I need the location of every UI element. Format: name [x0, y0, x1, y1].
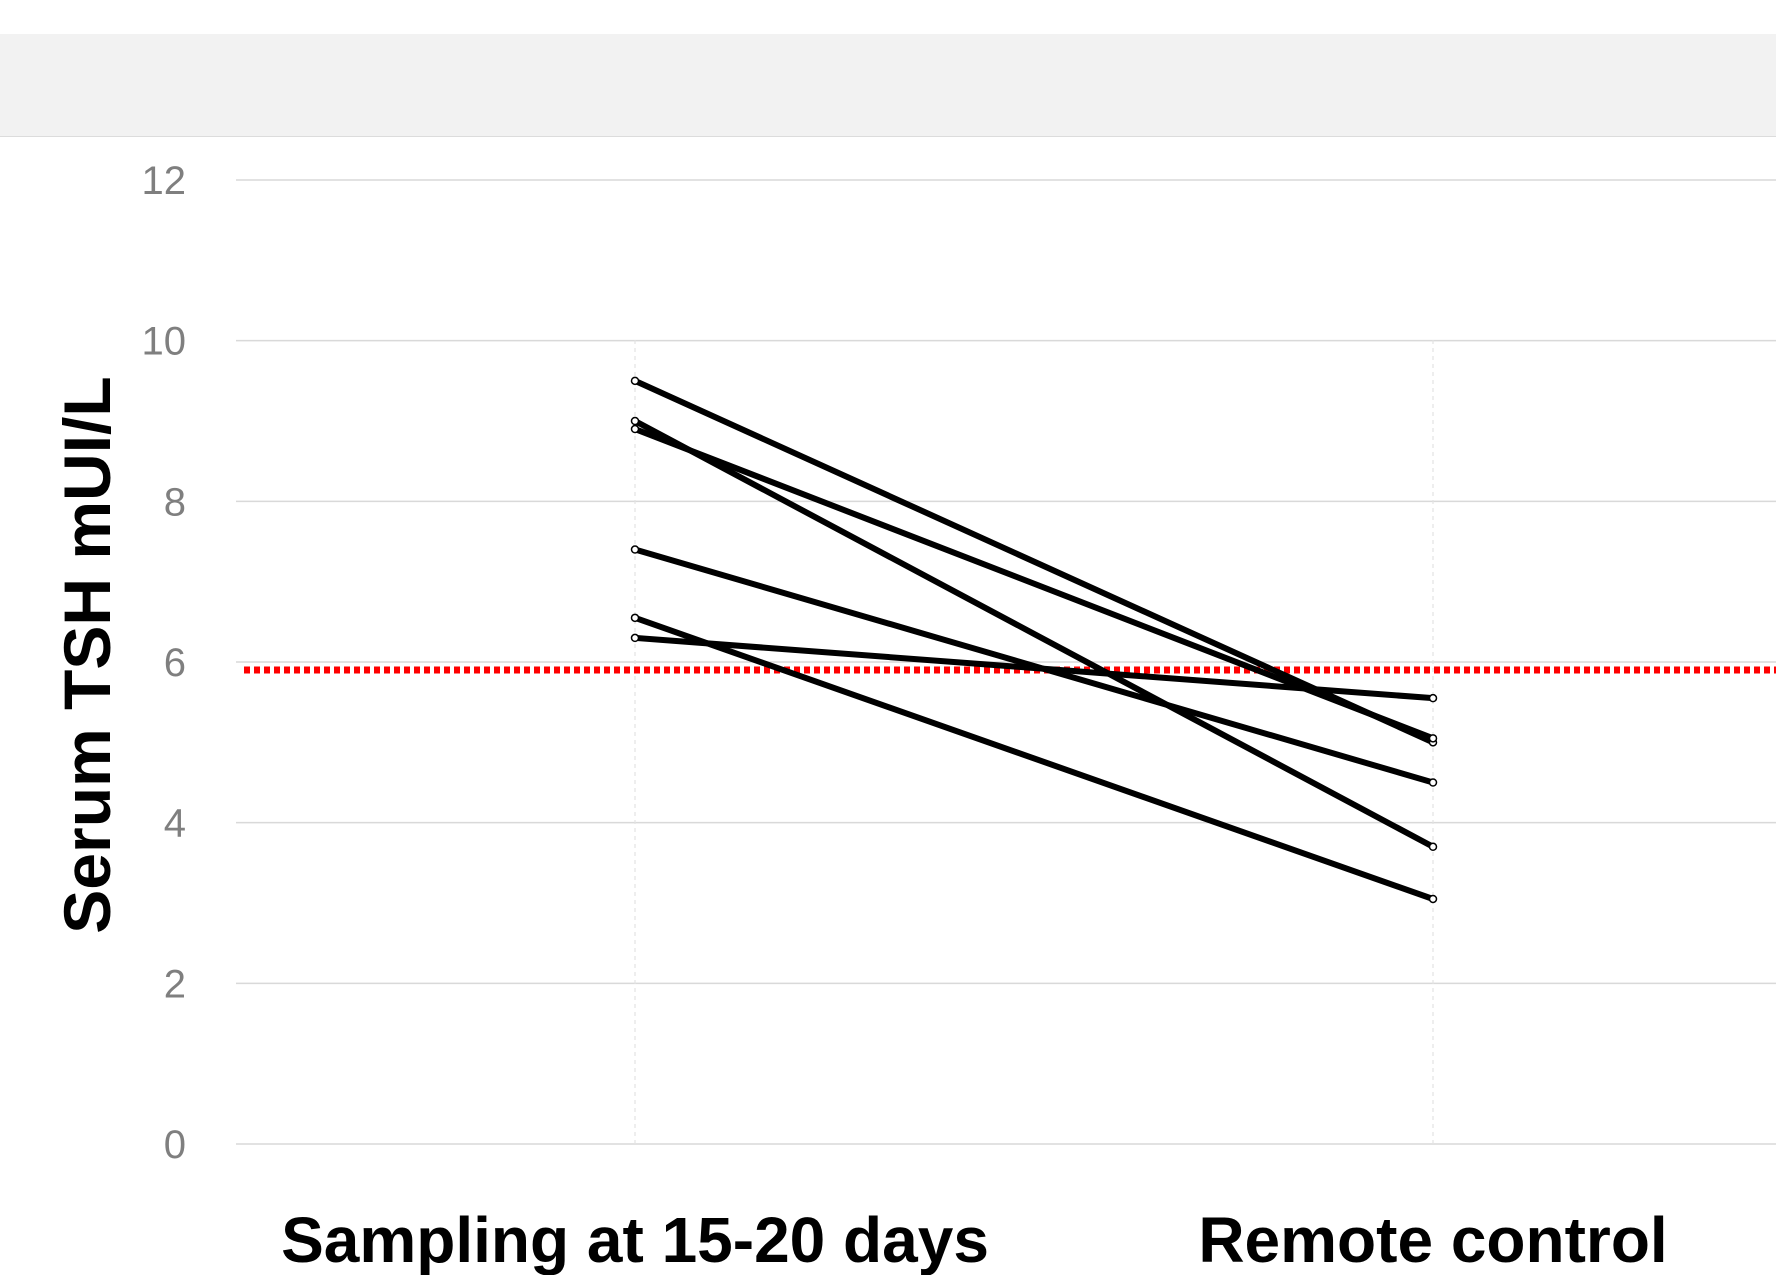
- y-tick-label: 8: [164, 480, 186, 524]
- series-line: [632, 418, 1436, 850]
- data-point: [630, 545, 640, 554]
- data-point: [1428, 693, 1438, 703]
- y-tick-label: 0: [164, 1123, 186, 1167]
- y-tick-label: 12: [142, 159, 187, 203]
- x-category-label: Sampling at 15-20 days: [281, 1204, 989, 1275]
- series-line: [632, 634, 1436, 702]
- category-guides: [634, 340, 1434, 1144]
- data-point: [1428, 842, 1438, 852]
- y-tick-label: 6: [164, 641, 186, 685]
- series-line: [632, 614, 1436, 902]
- series-group: [630, 376, 1438, 904]
- data-point: [630, 376, 640, 386]
- y-tick-label: 2: [164, 962, 186, 1006]
- data-point: [1428, 778, 1438, 787]
- x-category-labels: Sampling at 15-20 days Remote control: [281, 1204, 1668, 1275]
- y-tick-label: 10: [142, 320, 187, 364]
- data-point: [630, 613, 640, 623]
- data-point: [630, 633, 640, 643]
- x-category-label: Remote control: [1198, 1204, 1667, 1275]
- y-tick-label: 4: [164, 802, 186, 846]
- gridlines: [236, 179, 1776, 1145]
- data-point: [630, 424, 640, 434]
- chart-header-band: [0, 34, 1776, 137]
- data-point: [1428, 894, 1438, 904]
- series-line: [632, 377, 1436, 746]
- y-axis-title: Serum TSH mUI/L: [50, 376, 124, 933]
- data-point: [1428, 734, 1438, 743]
- data-point: [630, 416, 640, 426]
- y-tick-labels: 0 2 4 6 8 10 12: [142, 159, 187, 1167]
